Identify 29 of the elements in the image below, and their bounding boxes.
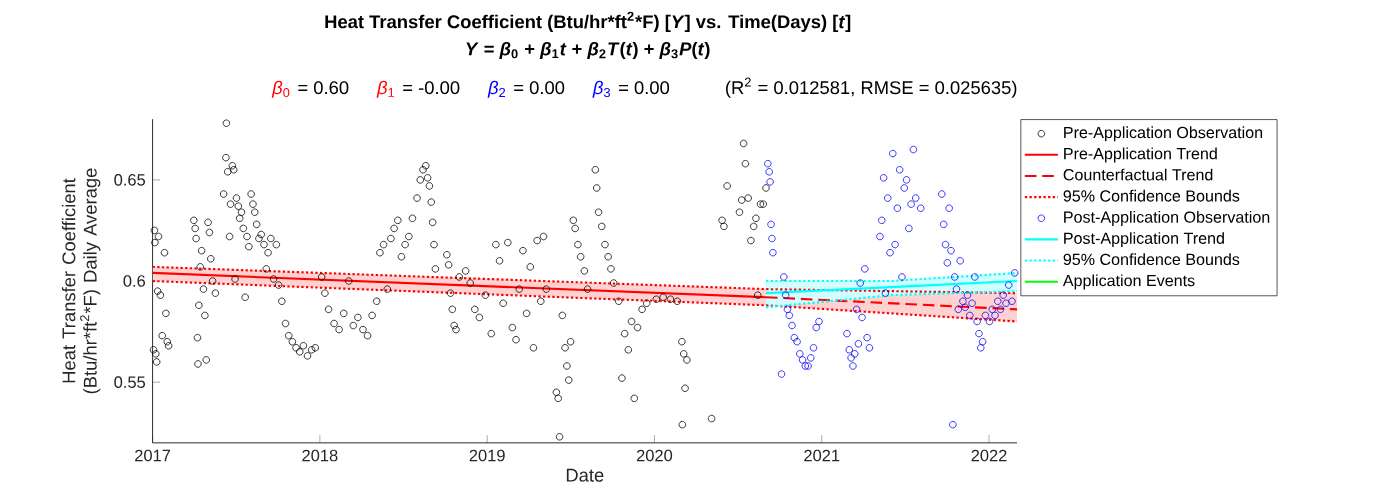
legend-label: Application Events bbox=[1062, 274, 1195, 290]
x-axis-title: Date bbox=[566, 468, 604, 482]
text: (R$^{2}$ = 0.012581, RMSE = 0.025635) bbox=[726, 77, 1017, 98]
legend-label: 95% Confidence Bounds bbox=[1063, 253, 1240, 266]
y-tick-label: 0.55 bbox=[114, 376, 146, 389]
text: = 0.00 bbox=[514, 81, 565, 95]
x-tick-label: 2019 bbox=[469, 449, 505, 462]
legend-label: Post-Application Observation bbox=[1064, 211, 1270, 226]
text: β$_{0}$ bbox=[271, 80, 290, 98]
x-tick-label: 2018 bbox=[302, 449, 338, 462]
text: β$_{1}$ bbox=[376, 80, 395, 98]
legend-label: Post-Application Trend bbox=[1064, 232, 1224, 248]
legend-label: Pre-Application Trend bbox=[1064, 147, 1217, 163]
text: = -0.00 bbox=[403, 81, 460, 95]
legend-label: Counterfactual Trend bbox=[1063, 168, 1213, 181]
legend-label: Pre-Application Observation bbox=[1064, 126, 1263, 142]
x-tick-label: 2017 bbox=[135, 449, 171, 462]
x-tick-label: 2022 bbox=[971, 449, 1007, 462]
text: Y = β$_{0}$ + β$_{1}$t + β$_{2}$T(t) + β$_{3}$P(t) bbox=[466, 41, 710, 60]
text: = 0.00 bbox=[619, 81, 670, 95]
y-tick-label: 0.6 bbox=[123, 275, 146, 287]
chart-title: Heat Transfer Coefficient (Btu/hr*ft$^{2}$*F) [Y] vs. Time(Days) [t] bbox=[325, 11, 851, 32]
text: β$_{3}$ bbox=[592, 80, 610, 98]
y-tick-label: 0.65 bbox=[114, 174, 146, 186]
text: = 0.60 bbox=[298, 81, 349, 95]
text: β$_{2}$ bbox=[487, 80, 506, 98]
legend-label: 95% Confidence Bounds bbox=[1063, 189, 1240, 202]
x-tick-label: 2021 bbox=[804, 449, 840, 462]
x-tick-label: 2020 bbox=[636, 449, 673, 462]
